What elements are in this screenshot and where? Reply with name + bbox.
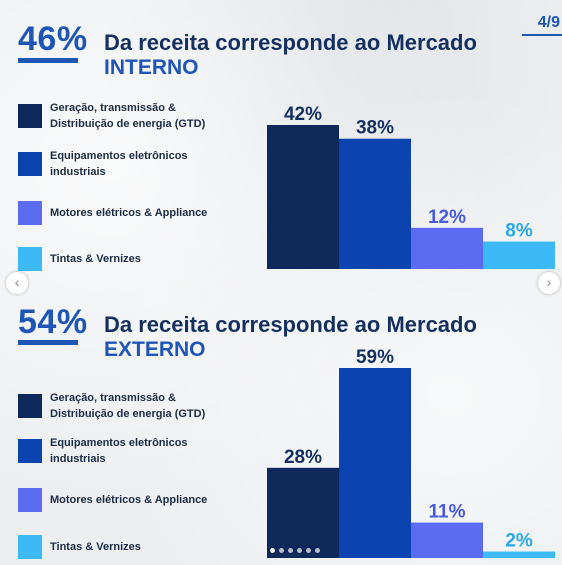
carousel-dot[interactable] [279, 548, 284, 553]
legend-item-equipamentos: Equipamentos eletrônicos industriais [18, 435, 225, 467]
carousel-dot[interactable] [297, 548, 302, 553]
bar-tintas [483, 241, 555, 269]
legend-swatch-equipamentos [18, 152, 42, 176]
legend-label: Equipamentos eletrônicos industriais [50, 150, 188, 178]
carousel-next-button[interactable]: › [538, 272, 560, 294]
legend-swatch-motores [18, 201, 42, 225]
legend-item-tintas: Tintas & Vernizes [18, 535, 225, 559]
legend-swatch-tintas [18, 247, 42, 271]
legend-label: Tintas & Vernizes [50, 253, 141, 265]
bar-gtd [267, 467, 339, 558]
carousel-dot[interactable] [288, 548, 293, 553]
bar-chart-interno: 42% 38% 12% 8% [267, 104, 555, 269]
bar-equipamentos [339, 368, 411, 558]
data-label-equipamentos: 38% [356, 118, 394, 139]
carousel-dot[interactable] [270, 548, 275, 553]
legend-item-motores: Motores elétricos & Appliance [18, 201, 225, 225]
legend-item-gtd: Geração, transmissão & Distribuição de e… [18, 100, 225, 132]
bar-chart-externo: 28% 59% 11% 2% [267, 347, 555, 558]
section-headline: Da receita corresponde ao Mercado [104, 30, 477, 55]
carousel-dots [270, 548, 320, 553]
legend-label: Tintas & Vernizes [50, 541, 141, 553]
legend-item-motores: Motores elétricos & Appliance [18, 488, 225, 512]
legend-swatch-equipamentos [18, 439, 42, 463]
bar-motores [411, 522, 483, 558]
percentage-underline [18, 340, 78, 345]
section-headline-market: INTERNO [104, 56, 199, 79]
section-interno: 46% Da receita corresponde ao Mercado IN… [18, 20, 555, 271]
chevron-left-icon: ‹ [14, 274, 20, 290]
legend-label: Motores elétricos & Appliance [50, 207, 208, 219]
chevron-right-icon: › [546, 274, 552, 290]
legend-item-equipamentos: Equipamentos eletrônicos industriais [18, 148, 225, 180]
carousel-prev-button[interactable]: ‹ [6, 272, 28, 294]
data-label-gtd: 42% [284, 104, 322, 125]
legend-item-tintas: Tintas & Vernizes [18, 247, 225, 271]
section-headline-market: EXTERNO [104, 338, 206, 361]
bar-tintas [483, 551, 555, 558]
legend-swatch-gtd [18, 104, 42, 128]
big-percentage: 54% [18, 303, 88, 341]
data-label-motores: 11% [429, 502, 466, 523]
page-indicator-underline [522, 34, 562, 36]
page-indicator: 4/9 [537, 14, 560, 31]
legend-swatch-motores [18, 488, 42, 512]
legend-item-gtd: Geração, transmissão & Distribuição de e… [18, 390, 225, 422]
data-label-motores: 12% [428, 207, 466, 228]
legend-label: Equipamentos eletrônicos industriais [50, 437, 188, 465]
legend-swatch-tintas [18, 535, 42, 559]
legend-label: Geração, transmissão & Distribuição de e… [50, 102, 206, 130]
data-label-equipamentos: 59% [356, 347, 394, 368]
big-percentage: 46% [18, 20, 88, 58]
bar-equipamentos [339, 138, 411, 269]
bar-motores [411, 227, 483, 269]
data-label-tintas: 2% [505, 531, 533, 552]
data-label-gtd: 28% [284, 447, 322, 468]
carousel-dot[interactable] [315, 548, 320, 553]
section-headline: Da receita corresponde ao Mercado [104, 312, 477, 337]
legend-label: Motores elétricos & Appliance [50, 494, 208, 506]
legend-swatch-gtd [18, 394, 42, 418]
carousel-dot[interactable] [306, 548, 311, 553]
data-label-tintas: 8% [505, 221, 533, 242]
percentage-underline [18, 58, 78, 63]
legend-label: Geração, transmissão & Distribuição de e… [50, 392, 206, 420]
bar-gtd [267, 125, 339, 269]
